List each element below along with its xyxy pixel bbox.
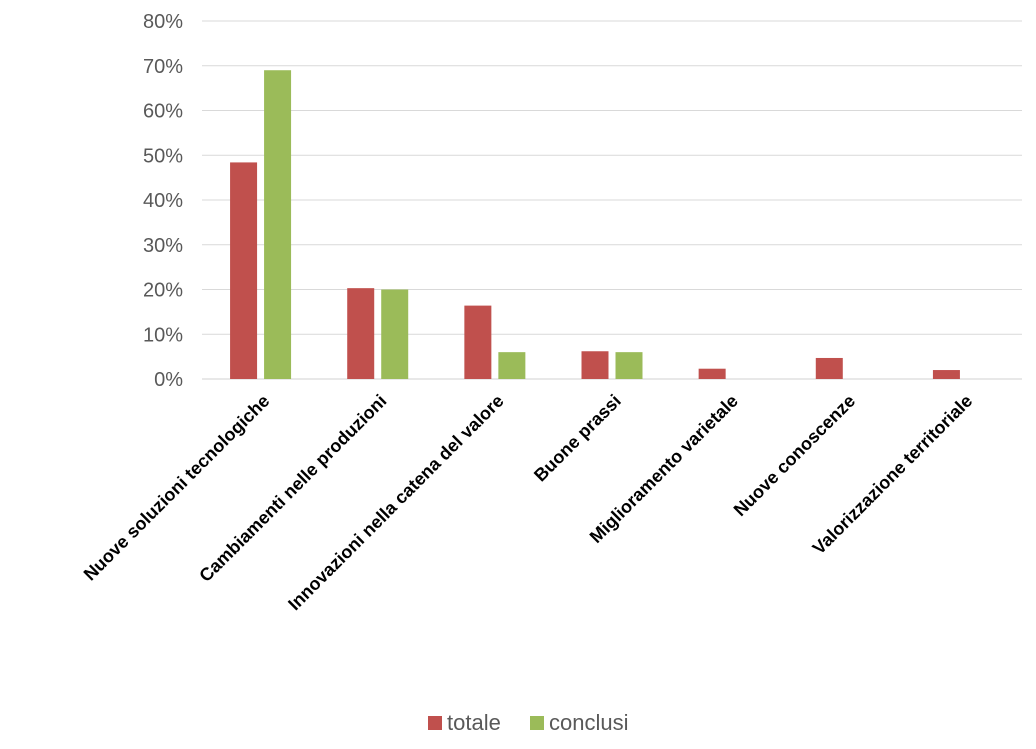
x-category-label: Innovazioni nella catena del valore	[284, 391, 508, 615]
y-tick-label: 10%	[143, 324, 183, 346]
bar-conclusi-2	[498, 352, 526, 379]
y-tick-label: 70%	[143, 56, 183, 78]
bar-totale-3	[581, 351, 609, 379]
x-category-label: Cambiamenti nelle produzioni	[195, 391, 390, 586]
bar-conclusi-0	[264, 70, 292, 379]
bar-totale-4	[698, 368, 726, 379]
y-tick-label: 0%	[154, 369, 183, 391]
y-axis-tick-labels: 0% 10% 20% 30% 40% 50% 60% 70% 80%	[143, 11, 183, 391]
y-tick-label: 20%	[143, 280, 183, 302]
bar-totale-2	[464, 305, 492, 379]
y-tick-label: 30%	[143, 235, 183, 257]
gridlines	[202, 20, 1022, 380]
x-category-label: Nuove soluzioni tecnologiche	[80, 391, 274, 585]
y-tick-label: 80%	[143, 11, 183, 33]
legend-swatch-conclusi	[530, 716, 544, 730]
bar-totale-6	[932, 370, 960, 379]
y-tick-label: 40%	[143, 190, 183, 212]
x-axis-category-labels: Nuove soluzioni tecnologicheCambiamenti …	[80, 391, 977, 615]
legend-label-conclusi: conclusi	[549, 710, 628, 735]
legend-swatch-totale	[428, 716, 442, 730]
bar-totale-0	[230, 162, 258, 379]
bar-conclusi-3	[615, 352, 643, 379]
y-tick-label: 50%	[143, 145, 183, 167]
x-category-label: Buone prassi	[530, 391, 625, 486]
legend: totale conclusi	[428, 710, 628, 735]
bar-totale-5	[815, 357, 843, 379]
bar-totale-1	[347, 288, 375, 379]
legend-label-totale: totale	[447, 710, 501, 735]
y-tick-label: 60%	[143, 101, 183, 123]
x-category-label: Nuove conoscenze	[730, 391, 859, 520]
bars	[230, 70, 960, 379]
bar-conclusi-1	[381, 289, 409, 379]
